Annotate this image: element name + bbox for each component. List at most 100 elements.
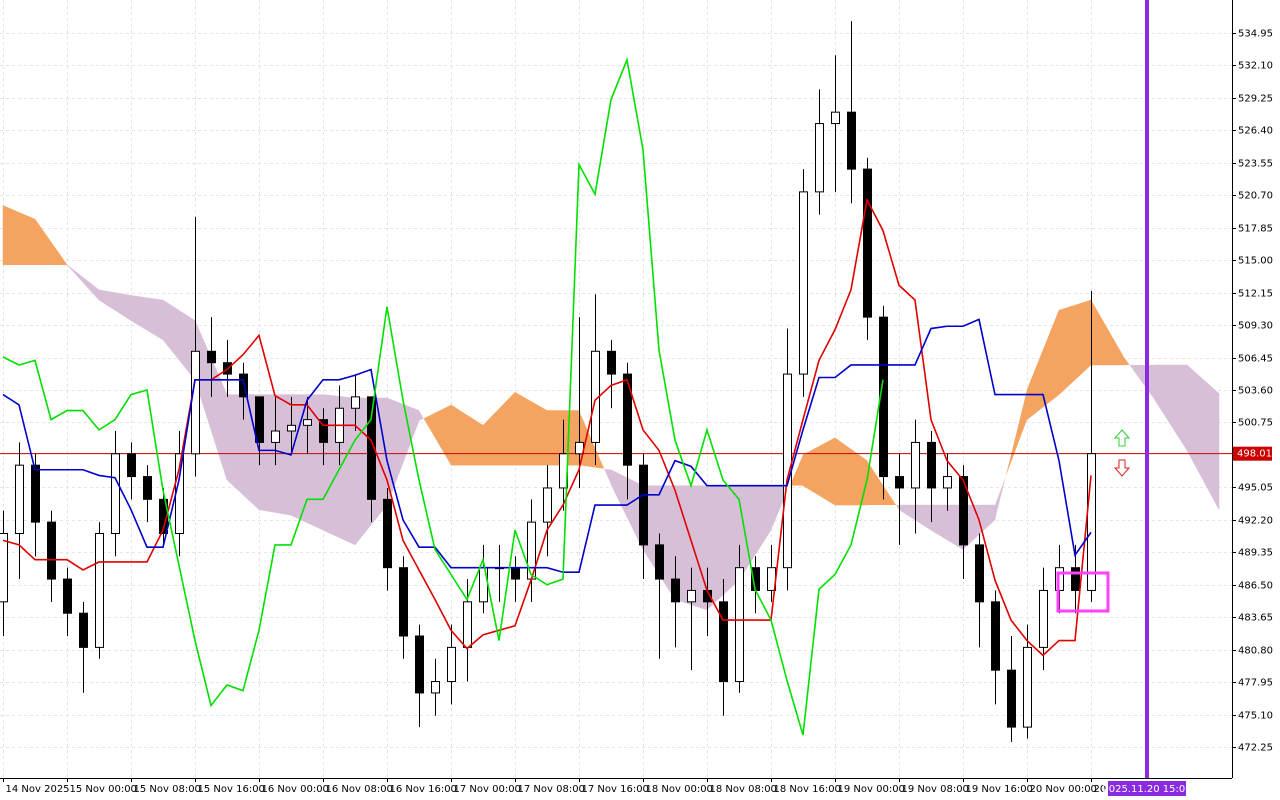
candle-body <box>63 578 72 614</box>
candle-body <box>959 476 968 546</box>
grid <box>0 0 1232 778</box>
y-tick-label: 532.10 <box>1238 61 1273 72</box>
candle-body <box>191 350 200 455</box>
candle-body <box>927 441 936 489</box>
y-tick-label: 483.65 <box>1238 613 1273 624</box>
candle-body <box>847 111 856 170</box>
y-tick-label: 489.35 <box>1238 548 1273 559</box>
candle-body <box>463 601 472 648</box>
x-tick-label: 16 Nov 08:00 <box>326 784 393 795</box>
candle-body <box>639 464 648 546</box>
candle-body <box>47 521 56 580</box>
x-tick-label: 15 Nov 08:00 <box>134 784 201 795</box>
candle-body <box>783 373 792 569</box>
candle-body <box>159 498 168 535</box>
up-arrow <box>1113 429 1131 447</box>
y-tick-label: 495.05 <box>1238 483 1273 494</box>
candle-body <box>1039 589 1048 648</box>
candle-body <box>287 424 296 432</box>
candle-body <box>111 453 120 535</box>
cloud-segment <box>789 454 803 486</box>
x-tick-label: 19 Nov 00:00 <box>838 784 905 795</box>
cloud-segment <box>1005 390 1027 477</box>
current-price-label-box <box>1233 446 1272 461</box>
highlight-box <box>1056 571 1110 613</box>
candle-body <box>255 396 264 443</box>
cloud-segment <box>1186 364 1220 510</box>
candle-body <box>655 544 664 580</box>
candle-body <box>127 453 136 478</box>
x-tick-label: 14 Nov 2025 <box>6 784 70 795</box>
candle-body <box>975 544 984 603</box>
x-tick-label: 18 Nov 16:00 <box>774 784 841 795</box>
x-tick-label: 19 Nov 16:00 <box>966 784 1033 795</box>
candle-body <box>687 589 696 603</box>
candle-body <box>511 567 520 580</box>
candle-body <box>79 612 88 648</box>
time-marker-label-box <box>1108 781 1186 796</box>
candle-body <box>447 646 456 683</box>
cloud-segment <box>995 476 1006 520</box>
candle-body <box>1023 646 1032 728</box>
time-marker-label: 2025.11.20 15:00 <box>1102 784 1191 795</box>
x-tick-label: 17 Nov 16:00 <box>582 784 649 795</box>
y-tick-label: 506.45 <box>1238 354 1273 365</box>
y-tick-label: 486.50 <box>1238 581 1273 592</box>
candle-body <box>351 396 360 409</box>
candle-body <box>607 350 616 375</box>
candle-body <box>367 396 376 500</box>
y-tick-label: 517.85 <box>1238 224 1273 235</box>
indicator-line <box>2 197 1092 657</box>
x-tick-label: 20 Nov 00:00 <box>1030 784 1097 795</box>
y-tick-label: 492.20 <box>1238 516 1273 527</box>
y-tick-label: 534.95 <box>1238 29 1273 40</box>
candle-body <box>671 578 680 603</box>
candle-body <box>991 601 1000 671</box>
candle-body <box>207 350 216 364</box>
x-tick-label: 16 Nov 16:00 <box>390 784 457 795</box>
y-tick-label: 503.60 <box>1238 386 1273 397</box>
x-tick-label: 18 Nov 08:00 <box>710 784 777 795</box>
candle-body <box>943 476 952 489</box>
candle-body <box>735 567 744 683</box>
candle-body <box>383 498 392 569</box>
x-tick-label: 15 Nov 16:00 <box>198 784 265 795</box>
candle-body <box>431 681 440 694</box>
y-tick-label: 500.75 <box>1238 418 1273 429</box>
candle-body <box>895 476 904 489</box>
x-tick-label: 17 Nov 08:00 <box>518 784 585 795</box>
y-tick-label: 529.25 <box>1238 94 1273 105</box>
indicator-line <box>2 56 884 736</box>
candle-body <box>143 476 152 500</box>
y-tick-label: 526.40 <box>1238 126 1273 137</box>
candle-body <box>863 168 872 318</box>
candle-body <box>1007 669 1016 728</box>
candle-body <box>799 191 808 375</box>
y-tick-label: 475.10 <box>1238 711 1273 722</box>
candle-body <box>271 430 280 443</box>
x-tick-label: 16 Nov 00:00 <box>262 784 329 795</box>
cloud-segment <box>867 460 897 506</box>
candle-body <box>31 464 40 523</box>
y-tick-label: 480.80 <box>1238 646 1273 657</box>
x-tick-label: 19 Nov 08:00 <box>902 784 969 795</box>
x-tick-label: 18 Nov 00:00 <box>646 784 713 795</box>
x-tick-label: 17 Nov 00:00 <box>454 784 521 795</box>
cloud-segment <box>34 218 68 266</box>
cloud-segment <box>1123 355 1130 365</box>
y-tick-label: 523.55 <box>1238 159 1273 170</box>
y-tick-label: 472.25 <box>1238 743 1273 754</box>
candle-body <box>911 441 920 489</box>
y-tick-label: 515.00 <box>1238 256 1273 267</box>
candle-body <box>399 567 408 637</box>
down-arrow <box>1113 459 1131 477</box>
candle-body <box>319 419 328 443</box>
candle-body <box>1087 453 1096 591</box>
candle-body <box>415 635 424 694</box>
y-tick-label: 512.15 <box>1238 289 1273 300</box>
candle-body <box>1071 567 1080 591</box>
cloud-segment <box>604 468 611 485</box>
candle-body <box>303 419 312 426</box>
